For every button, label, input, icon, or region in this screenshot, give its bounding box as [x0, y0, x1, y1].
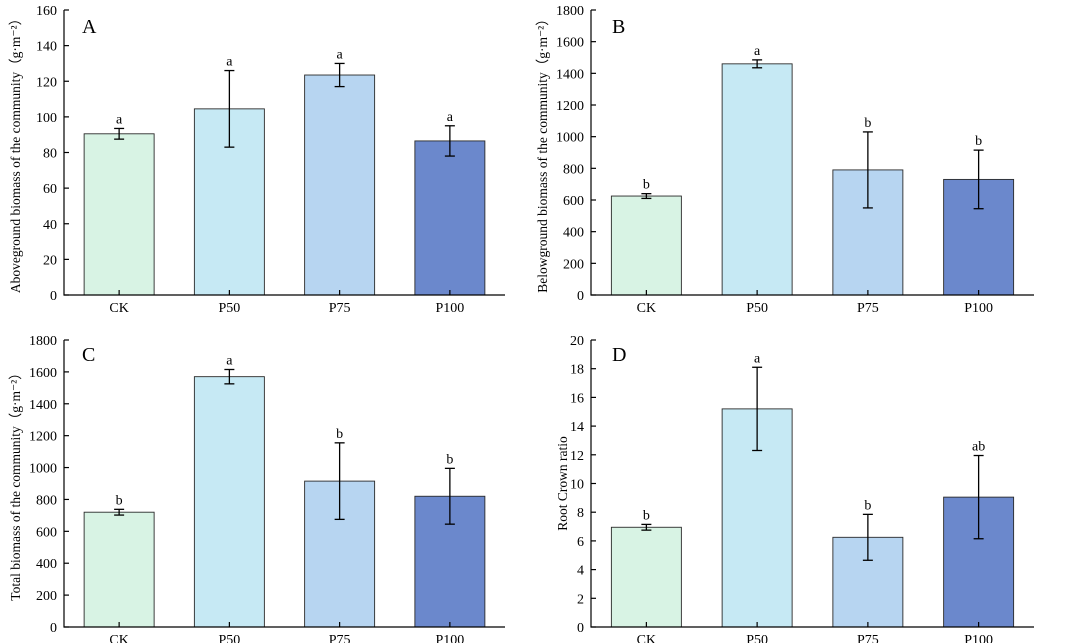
chart-panel-b: 0 200 400 600 800 1000 1200 1400 1600 1800 b CK a P50… [535, 4, 1034, 316]
bar-p50 [193, 376, 265, 628]
y-tick-label: 800 [36, 493, 57, 508]
significance-letter: b [643, 508, 650, 523]
significance-letter: b [643, 178, 650, 193]
bar-ck [83, 511, 155, 628]
x-tick-label: P100 [964, 633, 993, 643]
significance-letter: b [116, 493, 123, 508]
significance-letter: b [864, 498, 871, 513]
bar-ck [83, 133, 155, 296]
x-tick-label: P75 [857, 633, 879, 643]
y-tick-label: 1000 [29, 462, 57, 477]
y-tick-label: 20 [570, 334, 584, 349]
y-tick-label: 10 [570, 478, 584, 493]
y-tick-label: 100 [36, 111, 57, 126]
y-tick-label: 16 [570, 391, 584, 406]
x-tick-label: CK [637, 301, 656, 316]
y-tick-label: 140 [36, 40, 57, 55]
x-tick-label: CK [637, 633, 656, 643]
x-tick-label: P50 [746, 633, 768, 643]
x-tick-label: P75 [329, 301, 351, 316]
panel-letter: C [82, 344, 95, 366]
x-tick-label: P100 [435, 301, 464, 316]
significance-letter: b [975, 134, 982, 149]
significance-letter: a [754, 44, 761, 59]
y-tick-label: 0 [577, 289, 584, 304]
y-tick-label: 160 [36, 4, 57, 19]
x-tick-label: P100 [435, 633, 464, 643]
y-axis-title: Root Crown ratio [555, 436, 570, 531]
significance-letter: a [337, 47, 344, 62]
y-tick-label: 1800 [29, 334, 57, 349]
significance-letter: b [336, 427, 343, 442]
x-tick-label: CK [109, 301, 128, 316]
y-tick-label: 80 [43, 147, 57, 162]
y-axis-title: Belowground biomass of the community（g·m… [535, 12, 550, 292]
y-axis-title: Aboveground biomass of the community（g·m… [8, 12, 23, 293]
axis-frame [590, 10, 1034, 296]
y-tick-label: 1200 [29, 430, 57, 445]
y-tick-label: 6 [577, 535, 584, 550]
x-tick-label: P100 [964, 301, 993, 316]
y-tick-label: 18 [570, 363, 584, 378]
bar-p100 [414, 140, 486, 296]
axis-frame [63, 10, 505, 296]
y-tick-label: 600 [563, 194, 584, 209]
bar-p75 [304, 74, 376, 296]
bar-p100 [943, 178, 1015, 296]
y-tick-label: 8 [577, 506, 584, 521]
significance-letter: b [864, 116, 871, 131]
y-tick-label: 12 [570, 449, 584, 464]
significance-letter: b [446, 452, 453, 467]
x-tick-label: P50 [218, 301, 240, 316]
y-tick-label: 4 [577, 564, 584, 579]
y-tick-label: 400 [563, 226, 584, 241]
significance-letter: a [226, 55, 233, 70]
y-tick-label: 1200 [556, 99, 584, 114]
significance-letter: a [754, 351, 761, 366]
x-tick-label: P50 [746, 301, 768, 316]
y-tick-label: 200 [36, 589, 57, 604]
panel-letter: D [612, 344, 626, 366]
significance-letter: a [116, 112, 123, 127]
x-tick-label: P50 [218, 633, 240, 643]
y-axis-title: Total biomass of the community（g·m⁻²） [8, 366, 23, 600]
panel-letter: B [612, 16, 625, 38]
bar-p50 [721, 63, 793, 296]
y-tick-label: 800 [563, 162, 584, 177]
y-tick-label: 0 [50, 621, 57, 636]
significance-letter: a [226, 353, 233, 368]
y-tick-label: 20 [43, 253, 57, 268]
y-tick-label: 600 [36, 525, 57, 540]
axis-frame [590, 340, 1034, 628]
y-tick-label: 1000 [556, 131, 584, 146]
y-tick-label: 400 [36, 557, 57, 572]
chart-panel-d: 0 2 4 6 8 10 12 14 16 18 20 b CK a P50 b P75 ab P100 Root C… [555, 334, 1034, 643]
y-tick-label: 14 [570, 420, 584, 435]
y-tick-label: 60 [43, 182, 57, 197]
chart-panel-a: 0 20 40 60 80 100 120 140 160 a CK a P50 a P75 a P100 Abo… [8, 4, 505, 316]
panel-letter: A [82, 16, 97, 38]
bar-ck [610, 195, 682, 296]
y-tick-label: 1600 [29, 366, 57, 381]
y-tick-label: 2 [577, 592, 584, 607]
significance-letter: ab [972, 440, 985, 455]
y-tick-label: 1600 [556, 36, 584, 51]
significance-letter: a [447, 110, 454, 125]
chart-panel-c: 0 200 400 600 800 1000 1200 1400 1600 1800 b CK a P50… [8, 334, 505, 643]
y-tick-label: 1800 [556, 4, 584, 19]
y-tick-label: 120 [36, 75, 57, 90]
x-tick-label: P75 [857, 301, 879, 316]
y-tick-label: 40 [43, 218, 57, 233]
axis-frame [63, 340, 505, 628]
x-tick-label: P75 [329, 633, 351, 643]
bar-ck [610, 526, 682, 628]
y-tick-label: 1400 [29, 398, 57, 413]
y-tick-label: 0 [50, 289, 57, 304]
y-tick-label: 200 [563, 257, 584, 272]
y-tick-label: 0 [577, 621, 584, 636]
y-tick-label: 1400 [556, 67, 584, 82]
x-tick-label: CK [109, 633, 128, 643]
